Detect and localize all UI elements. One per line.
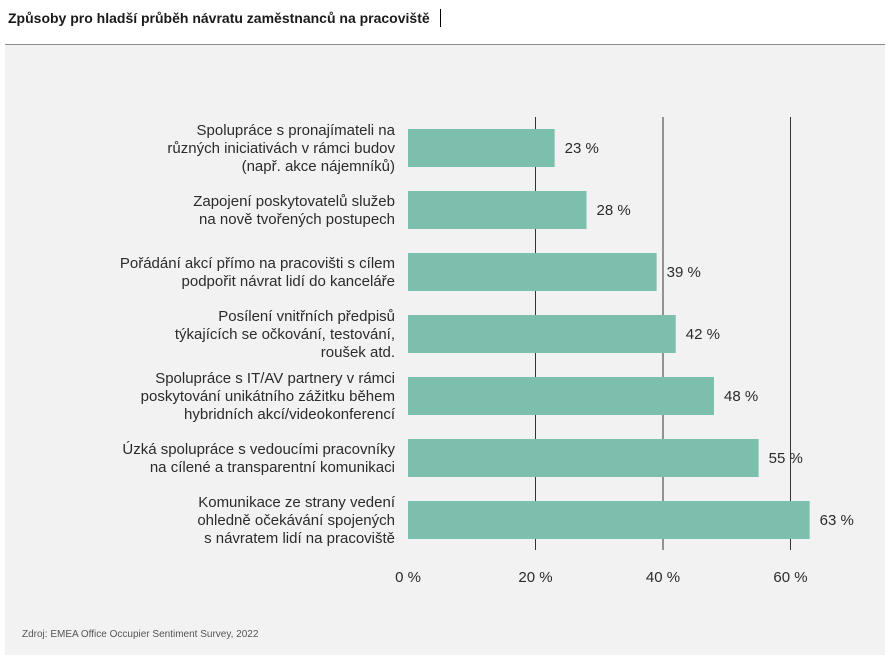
- category-label-line: (např. akce nájemníků): [242, 158, 395, 175]
- category-label-1: Spolupráce s pronajímateli na různých ini…: [167, 122, 395, 175]
- bar-chart: 23 % Spolupráce s pronajímateli na různých…: [120, 117, 854, 586]
- category-label-line: Spolupráce s pronajímateli na: [197, 122, 396, 139]
- chart-panel: 23 % Spolupráce s pronajímateli na různých…: [5, 45, 885, 655]
- category-label-5: Spolupráce s IT/AV partnery v rámci posky…: [141, 370, 396, 423]
- category-label-line: hybridních akcí/videokonferencí: [184, 406, 396, 423]
- bar-3: [408, 253, 657, 291]
- tick-label-60: 60 %: [773, 569, 807, 586]
- bar-4: [408, 315, 676, 353]
- text-cursor: [440, 9, 441, 27]
- category-label-line: Spolupráce s IT/AV partnery v rámci: [155, 370, 395, 387]
- bar-5: [408, 377, 714, 415]
- bar-1: [408, 129, 555, 167]
- category-label-line: na nově tvořených postupech: [199, 211, 395, 228]
- category-label-7: Komunikace ze strany vedení ohledně očeká…: [197, 494, 395, 547]
- value-label-1: 23 %: [565, 140, 599, 157]
- category-label-line: podpořit návrat lidí do kanceláře: [182, 273, 395, 290]
- title-divider: [5, 44, 885, 45]
- bar-7: [408, 501, 810, 539]
- category-label-line: různých iniciativách v rámci budov: [167, 140, 395, 157]
- category-label-6: Úzká spolupráce s vedoucími pracovníky na…: [122, 441, 395, 476]
- tick-label-40: 40 %: [646, 569, 680, 586]
- category-label-2: Zapojení poskytovatelů služeb na nově tvo…: [193, 193, 395, 228]
- tick-label-0: 0 %: [395, 569, 421, 586]
- tick-label-20: 20 %: [518, 569, 552, 586]
- category-label-line: poskytování unikátního zážitku během: [141, 388, 395, 405]
- chart-title: Způsoby pro hladší průběh návratu zaměst…: [8, 10, 430, 26]
- category-label-line: Úzká spolupráce s vedoucími pracovníky: [122, 441, 395, 458]
- value-label-5: 48 %: [724, 388, 758, 405]
- category-label-line: Zapojení poskytovatelů služeb: [193, 193, 395, 210]
- value-label-6: 55 %: [769, 450, 803, 467]
- category-label-line: roušek atd.: [321, 344, 395, 361]
- category-label-line: na cílené a transparentní komunikaci: [150, 459, 395, 476]
- category-label-4: Posílení vnitřních předpisů týkajících se…: [175, 308, 395, 361]
- value-label-7: 63 %: [820, 512, 854, 529]
- category-label-line: s návratem lidí na pracoviště: [204, 530, 395, 547]
- bar-6: [408, 439, 759, 477]
- category-label-line: Posílení vnitřních předpisů: [218, 308, 395, 325]
- source-note: Zdroj: EMEA Office Occupier Sentiment Su…: [22, 629, 259, 640]
- value-label-3: 39 %: [667, 264, 701, 281]
- category-label-line: týkajících se očkování, testování,: [175, 326, 395, 343]
- value-label-4: 42 %: [686, 326, 720, 343]
- category-label-line: Komunikace ze strany vedení: [198, 494, 396, 511]
- bar-2: [408, 191, 587, 229]
- value-label-2: 28 %: [597, 202, 631, 219]
- category-label-line: Pořádání akcí přímo na pracovišti s cíle…: [120, 255, 395, 272]
- category-label-3: Pořádání akcí přímo na pracovišti s cíle…: [120, 255, 395, 290]
- category-label-line: ohledně očekávání spojených: [197, 512, 395, 529]
